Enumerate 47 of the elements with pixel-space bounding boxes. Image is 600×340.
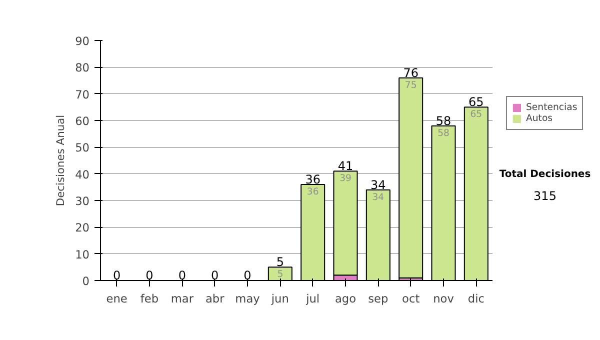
total-label: 0 [113,268,121,282]
total-label: 58 [436,114,452,128]
x-tick-label: jul [305,292,320,306]
data-label: 75 [404,80,417,91]
y-tick-label: 0 [82,274,90,288]
total-label: 65 [468,95,484,110]
legend-label: Sentencias [526,102,578,113]
x-tick-label: oct [402,292,420,306]
total-label: 5 [276,255,284,270]
total-label: 0 [146,268,154,282]
legend-label: Autos [526,113,553,124]
y-tick-label: 40 [75,167,90,182]
y-tick-label: 50 [75,140,90,155]
y-tick-label: 30 [75,194,90,208]
data-label: 65 [470,109,482,120]
y-tick-label: 80 [75,60,90,75]
x-tick-label: dic [468,292,484,306]
y-tick-label: 20 [75,220,90,235]
total-label: 0 [211,268,219,282]
total-label: 34 [370,178,386,192]
data-label: 36 [306,186,319,198]
total-label: 0 [178,268,186,282]
data-label: 34 [372,192,384,203]
x-tick-label: nov [433,292,454,306]
x-tick-label: abr [205,292,225,306]
data-label: 39 [340,173,352,184]
x-tick-label: ago [334,292,356,306]
total-label: 76 [403,66,418,80]
data-label: 5 [277,269,284,280]
y-tick-label: 10 [75,247,90,262]
y-tick-label: 70 [75,87,90,102]
y-tick-label: 60 [75,114,90,128]
y-tick-label: 90 [75,34,90,48]
x-tick-label: may [235,292,260,306]
total-label: 41 [338,159,354,174]
text: 315 [532,188,558,206]
x-tick-label: jun [270,292,289,306]
text: Total Decisiones [499,168,591,182]
total-label: 36 [305,172,320,186]
y-axis-title: Decisiones Anual [54,114,68,206]
x-tick-label: feb [140,292,159,306]
x-tick-label: sep [368,292,388,306]
x-tick-label: ene [106,292,128,306]
x-tick-label: mar [170,292,194,306]
bar [333,170,358,276]
data-label: 58 [438,128,450,139]
total-label: 0 [244,268,252,282]
